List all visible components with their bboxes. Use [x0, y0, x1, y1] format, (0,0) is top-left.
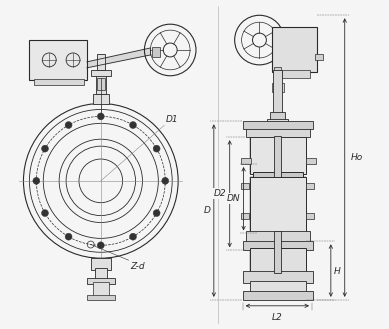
- Text: D2: D2: [214, 189, 227, 198]
- Bar: [93, 94, 109, 104]
- Circle shape: [65, 233, 72, 240]
- Bar: [298, 248, 306, 273]
- Bar: [249, 137, 258, 174]
- Text: Z-d: Z-d: [131, 262, 145, 271]
- Bar: [97, 54, 105, 70]
- Bar: [241, 183, 249, 189]
- Bar: [274, 67, 281, 85]
- Bar: [93, 282, 109, 296]
- Bar: [245, 231, 310, 243]
- Bar: [273, 70, 282, 114]
- Bar: [272, 27, 317, 72]
- Bar: [152, 47, 160, 57]
- Text: H: H: [334, 266, 340, 276]
- Bar: [298, 177, 306, 233]
- Bar: [249, 248, 258, 273]
- Bar: [95, 268, 107, 280]
- Bar: [249, 177, 306, 233]
- Bar: [274, 231, 281, 273]
- Bar: [87, 278, 115, 284]
- Bar: [267, 119, 288, 134]
- Text: DN: DN: [227, 194, 241, 203]
- Bar: [298, 137, 306, 174]
- Bar: [30, 40, 87, 80]
- Circle shape: [97, 242, 104, 249]
- Text: D1: D1: [166, 115, 179, 124]
- Circle shape: [42, 210, 49, 216]
- Polygon shape: [87, 48, 151, 68]
- Bar: [91, 258, 111, 270]
- Text: D: D: [204, 206, 211, 215]
- Bar: [306, 183, 314, 189]
- Bar: [34, 79, 84, 85]
- Bar: [243, 241, 313, 250]
- Bar: [241, 213, 249, 218]
- Bar: [249, 281, 306, 293]
- Bar: [252, 172, 303, 179]
- Circle shape: [65, 122, 72, 129]
- Bar: [315, 54, 323, 60]
- Circle shape: [97, 113, 104, 120]
- Bar: [87, 295, 115, 300]
- Bar: [249, 137, 306, 174]
- Circle shape: [130, 122, 137, 129]
- Circle shape: [162, 177, 169, 184]
- Bar: [274, 136, 281, 184]
- Bar: [269, 121, 286, 132]
- Bar: [91, 70, 111, 76]
- Bar: [249, 248, 306, 273]
- Bar: [241, 158, 251, 164]
- Circle shape: [130, 233, 137, 240]
- Circle shape: [33, 177, 40, 184]
- Bar: [97, 78, 105, 89]
- Bar: [243, 291, 313, 300]
- Bar: [282, 70, 310, 78]
- Bar: [243, 121, 313, 129]
- Bar: [96, 74, 106, 94]
- Bar: [245, 127, 310, 137]
- Bar: [306, 213, 314, 218]
- Circle shape: [153, 210, 160, 216]
- Bar: [243, 271, 313, 283]
- Circle shape: [42, 145, 49, 152]
- Bar: [249, 177, 258, 233]
- Bar: [270, 113, 285, 121]
- Text: L2: L2: [272, 313, 283, 322]
- Circle shape: [153, 145, 160, 152]
- Text: Ho: Ho: [350, 153, 363, 162]
- Bar: [306, 158, 316, 164]
- Bar: [272, 83, 284, 91]
- Bar: [265, 132, 290, 139]
